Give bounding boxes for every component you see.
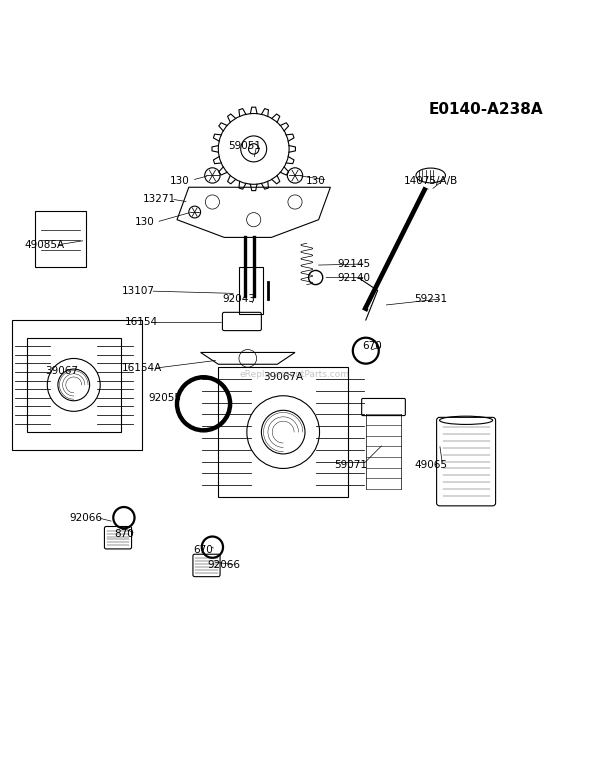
Text: 92066: 92066	[69, 512, 102, 523]
Ellipse shape	[416, 168, 445, 183]
Bar	[218, 367, 348, 497]
Text: 16154: 16154	[125, 318, 158, 327]
Text: 13107: 13107	[122, 286, 155, 296]
Text: 59231: 59231	[414, 294, 447, 304]
Text: 49065: 49065	[414, 459, 447, 469]
Text: E0140-A238A: E0140-A238A	[428, 102, 543, 117]
Text: 130: 130	[135, 217, 155, 227]
Text: 92043: 92043	[222, 294, 255, 304]
Text: 59071: 59071	[335, 459, 368, 469]
Text: 39067: 39067	[45, 366, 78, 376]
Text: 59051: 59051	[228, 141, 261, 151]
Bar	[239, 267, 263, 314]
Text: 130: 130	[170, 176, 190, 186]
Bar	[27, 338, 121, 432]
Text: 130: 130	[306, 176, 326, 186]
Text: 13271: 13271	[143, 194, 176, 204]
Text: 870: 870	[114, 528, 134, 539]
Text: 670: 670	[194, 545, 214, 555]
Text: 39067A: 39067A	[263, 372, 303, 382]
Bar	[12, 320, 142, 449]
Text: 92140: 92140	[337, 273, 371, 283]
Text: eReplacementParts.com: eReplacementParts.com	[240, 371, 350, 379]
Text: 92066: 92066	[208, 560, 241, 570]
Text: 92145: 92145	[337, 259, 371, 269]
Text: 670: 670	[362, 341, 382, 351]
Text: 92055: 92055	[149, 393, 182, 403]
Text: 14075/A/B: 14075/A/B	[404, 176, 458, 186]
Text: 16154A: 16154A	[122, 363, 162, 374]
Bar	[35, 211, 86, 267]
Text: 49085A: 49085A	[24, 240, 64, 250]
